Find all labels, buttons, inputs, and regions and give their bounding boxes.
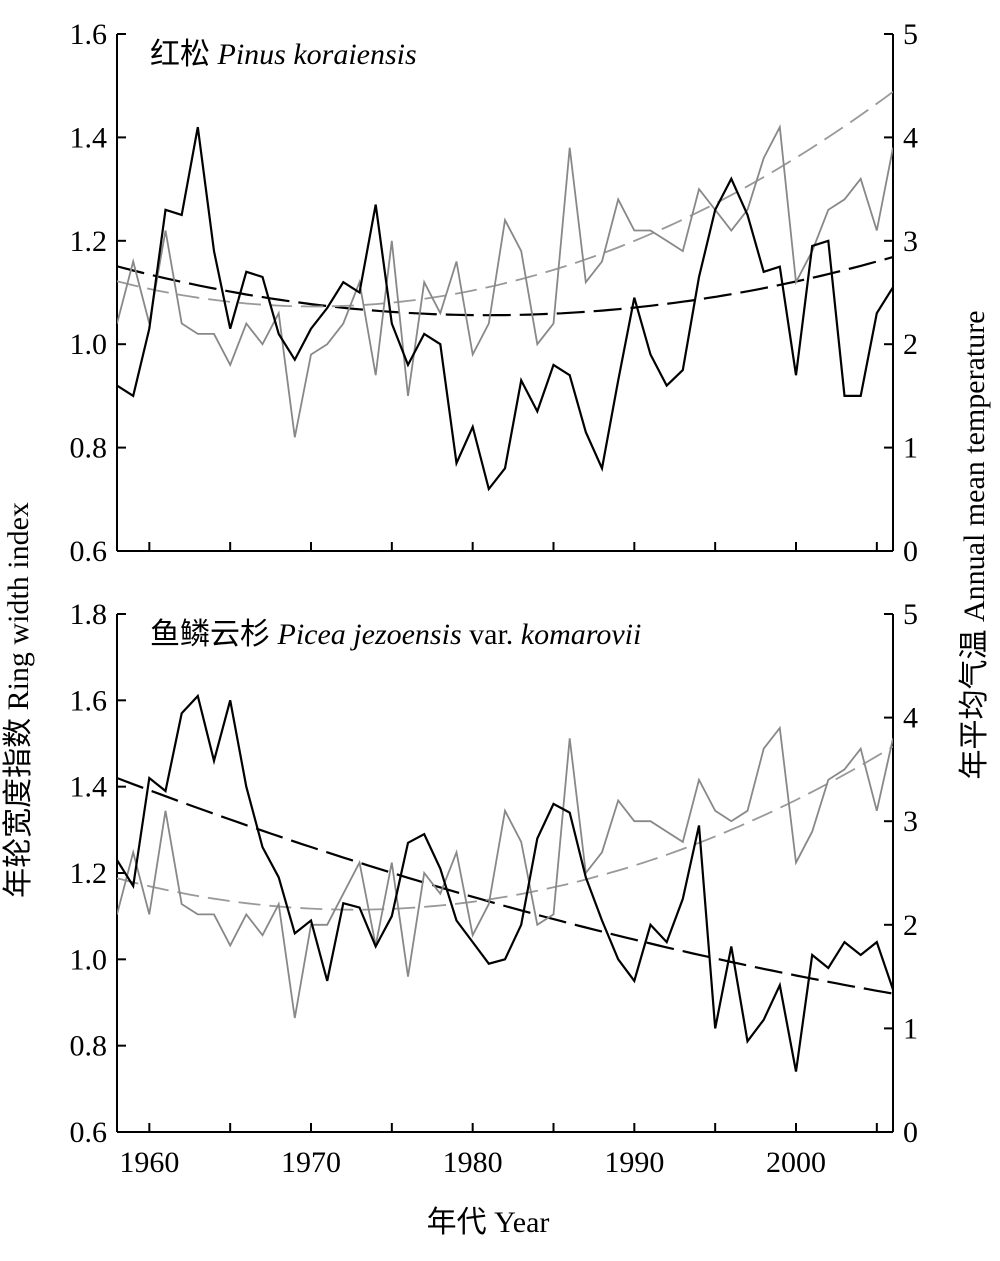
left-tick-label: 0.8: [70, 1030, 108, 1063]
right-tick-label: 4: [903, 702, 918, 735]
right-axis-title: 年平均气温 Annual mean temperature: [958, 310, 991, 779]
chart-panels: 0.6 0.8 1.0 1.2 1.4 1.6 0 1 2 3 4 5 红松 Pinus koraien…: [70, 18, 919, 1179]
left-tick-label: 1.2: [70, 857, 108, 890]
right-tick-label: 5: [903, 18, 918, 51]
left-tick-label: 1.0: [70, 328, 108, 361]
left-tick-label: 1.8: [70, 598, 108, 631]
panel-2: 0.6 0.8 1.0 1.2 1.4 1.6 1.8 0 1 2 3 4 5 1960 1970 1980 1…: [70, 598, 919, 1179]
right-tick-label: 3: [903, 225, 918, 258]
temperature-series-line: [117, 124, 893, 438]
ring-width-trend-line: [117, 776, 893, 995]
temperature-series-line: [117, 725, 893, 1019]
title-chinese: 鱼鳞云杉: [150, 618, 270, 651]
x-axis-title: 年代 Year: [427, 1206, 550, 1239]
plot-area: [117, 91, 893, 492]
right-tick-label: 0: [903, 535, 918, 568]
right-tick-label: 4: [903, 121, 918, 154]
ring-width-trend-line: [117, 255, 893, 317]
left-tick-label: 1.2: [70, 225, 108, 258]
left-tick-label: 0.8: [70, 432, 108, 465]
right-tick-label: 1: [903, 432, 918, 465]
panel-title: 鱼鳞云杉 Picea jezoensis var. komarovii: [150, 618, 641, 651]
right-tick-label: 1: [903, 1012, 918, 1045]
left-tick-label: 1.4: [70, 771, 108, 804]
left-tick-label: 0.6: [70, 535, 108, 568]
temperature-trend-line: [117, 91, 893, 308]
left-tick-label: 0.6: [70, 1116, 108, 1149]
right-tick-label: 5: [903, 598, 918, 631]
ring-width-series-line: [117, 126, 893, 492]
right-tick-label: 2: [903, 328, 918, 361]
right-tick-label: 3: [903, 805, 918, 838]
x-tick-label: 2000: [766, 1146, 826, 1179]
panel-1: 0.6 0.8 1.0 1.2 1.4 1.6 0 1 2 3 4 5 红松 Pinus koraien…: [70, 18, 919, 568]
left-tick-label: 1.4: [70, 121, 108, 154]
left-tick-label: 1.6: [70, 684, 108, 717]
x-tick-label: 1980: [443, 1146, 503, 1179]
left-axis-title: 年轮宽度指数 Ring width index: [2, 502, 35, 898]
left-tick-label: 1.6: [70, 18, 108, 51]
plot-area: [117, 693, 893, 1072]
x-tick-label: 1960: [119, 1146, 179, 1179]
x-tick-label: 1990: [604, 1146, 664, 1179]
title-latin: Picea jezoensis: [270, 618, 462, 651]
x-tick-label: 1970: [281, 1146, 341, 1179]
right-tick-label: 0: [903, 1116, 918, 1149]
title-chinese: 红松: [150, 38, 210, 71]
title-latin-variety: komarovii: [513, 618, 641, 651]
panel-title: 红松 Pinus koraiensis: [150, 38, 417, 71]
ring-width-series-line: [117, 693, 893, 1072]
title-latin: Pinus koraiensis: [210, 38, 417, 71]
left-tick-label: 1.0: [70, 943, 108, 976]
temperature-trend-line: [117, 745, 893, 911]
right-tick-label: 2: [903, 909, 918, 942]
title-suffix: var.: [462, 618, 514, 651]
